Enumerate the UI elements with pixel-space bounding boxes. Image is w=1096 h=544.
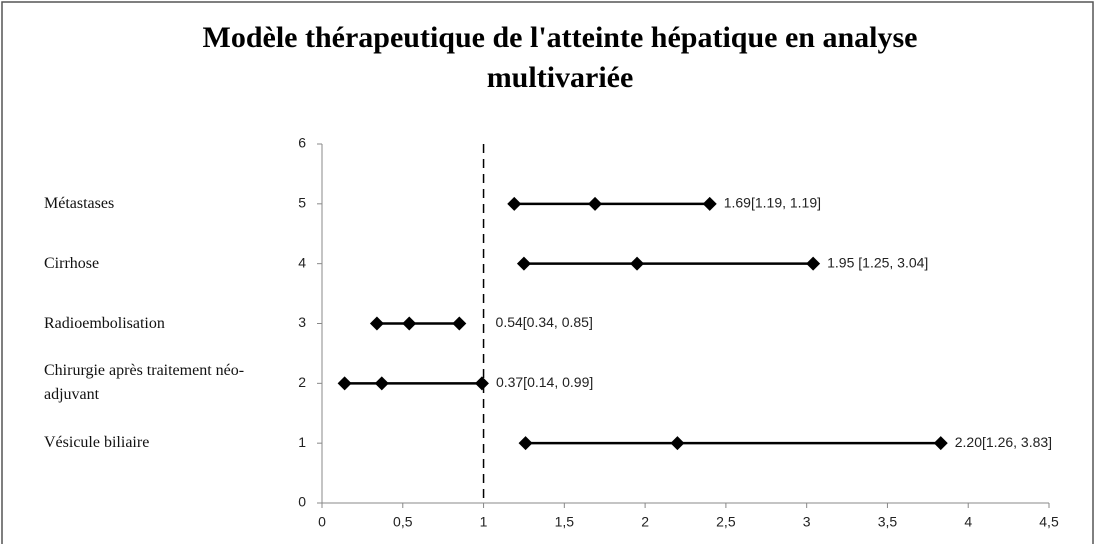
y-tick-label: 0 xyxy=(298,494,306,510)
x-tick-label: 1 xyxy=(480,514,488,530)
y-tick-label: 4 xyxy=(298,254,306,270)
marker xyxy=(702,196,717,211)
marker xyxy=(518,436,533,451)
x-tick-label: 2 xyxy=(641,514,649,530)
marker xyxy=(516,256,531,271)
marker xyxy=(588,196,603,211)
category-label: Cirrhose xyxy=(44,254,100,272)
chart-title: Modèle thérapeutique de l'atteinte hépat… xyxy=(202,21,918,94)
marker xyxy=(933,436,948,451)
x-tick-label: 3 xyxy=(803,514,811,530)
y-tick-label: 1 xyxy=(298,434,306,450)
marker xyxy=(452,316,467,331)
y-tick-label: 2 xyxy=(298,374,306,390)
value-label: 2.20[1.26, 3.83] xyxy=(955,434,1052,450)
category-label: Métastases xyxy=(44,194,115,212)
category-label: Chirurgie après traitement néo-adjuvant xyxy=(44,362,245,404)
x-tick-label: 0 xyxy=(318,514,326,530)
x-tick-label: 2,5 xyxy=(716,514,736,530)
x-tick-label: 4,5 xyxy=(1039,514,1059,530)
y-tick-label: 5 xyxy=(298,195,306,211)
x-tick-label: 1,5 xyxy=(555,514,575,530)
x-tick-label: 0,5 xyxy=(393,514,413,530)
x-tick-label: 3,5 xyxy=(878,514,898,530)
marker xyxy=(670,436,685,451)
marker xyxy=(369,316,384,331)
value-label: 1.95 [1.25, 3.04] xyxy=(827,254,928,270)
marker xyxy=(507,196,522,211)
marker xyxy=(374,376,389,391)
category-label: Vésicule biliaire xyxy=(44,434,150,452)
y-tick-label: 3 xyxy=(298,314,306,330)
marker xyxy=(337,376,352,391)
value-label: 1.69[1.19, 1.19] xyxy=(724,195,821,211)
value-label: 0.37[0.14, 0.99] xyxy=(496,374,593,390)
value-label: 0.54[0.34, 0.85] xyxy=(496,314,593,330)
marker xyxy=(402,316,417,331)
category-label: Radioembolisation xyxy=(44,314,165,332)
marker xyxy=(806,256,821,271)
marker xyxy=(474,376,489,391)
x-tick-label: 4 xyxy=(964,514,972,530)
marker xyxy=(630,256,645,271)
y-tick-label: 6 xyxy=(298,135,306,151)
